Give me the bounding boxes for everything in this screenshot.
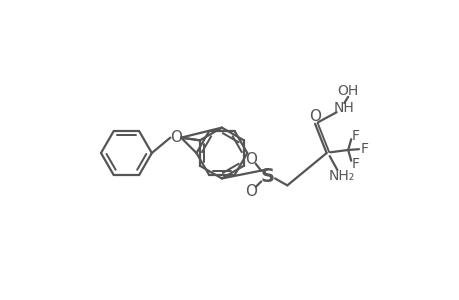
Text: O: O [308,109,320,124]
Text: F: F [351,157,359,171]
Text: O: O [245,184,257,199]
Text: O: O [169,130,181,145]
Text: NH₂: NH₂ [328,169,354,183]
Text: F: F [351,129,359,143]
Text: NH: NH [333,101,354,116]
Text: O: O [245,152,257,167]
Text: F: F [360,142,368,156]
Text: OH: OH [337,84,358,98]
Text: S: S [261,167,274,186]
